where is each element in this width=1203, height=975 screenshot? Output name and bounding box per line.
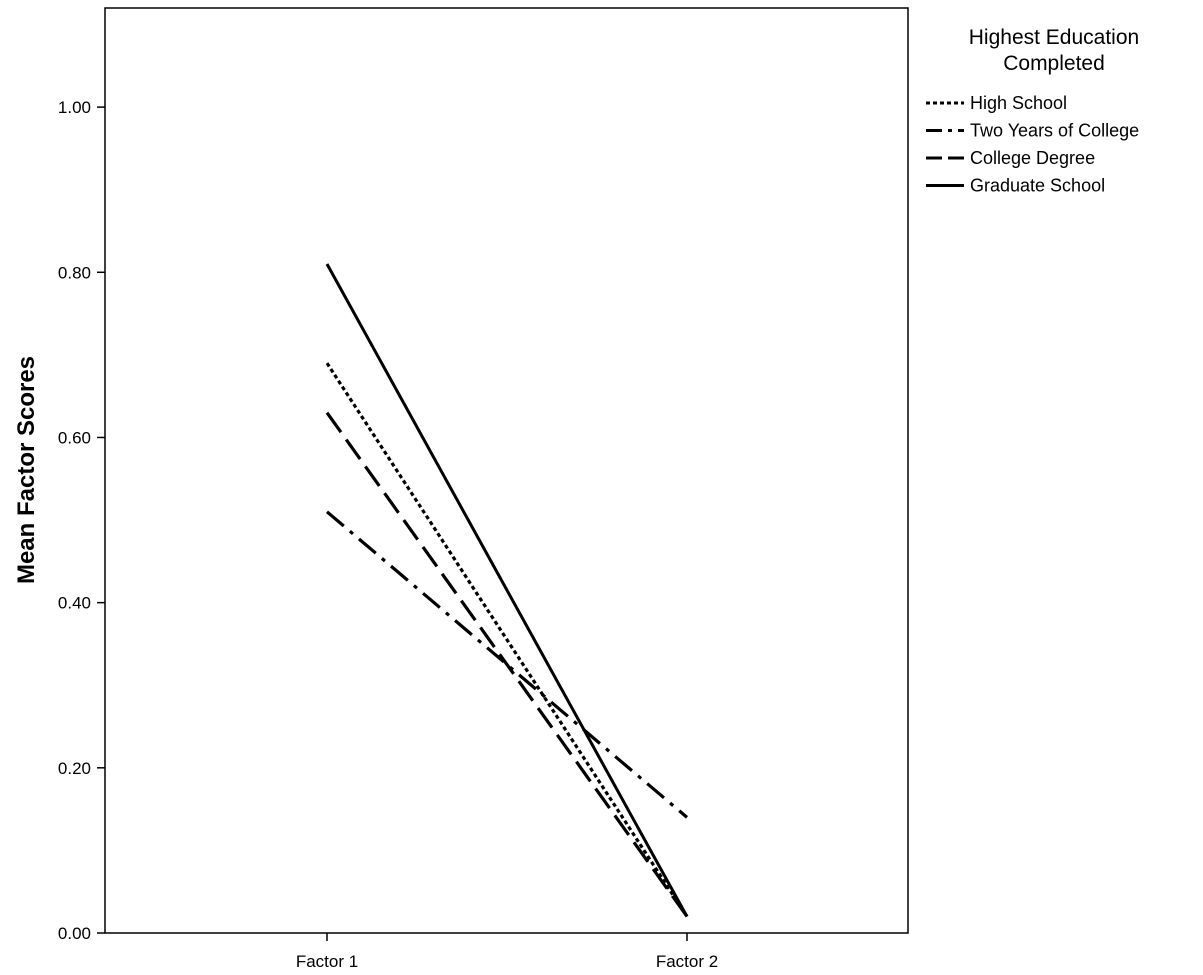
x-tick-label: Factor 2	[656, 952, 718, 971]
y-axis: 0.00 0.20 0.40 0.60 0.80 1.00	[58, 98, 105, 943]
legend: Highest Education Completed High School T…	[926, 26, 1139, 196]
x-axis: Factor 1 Factor 2	[296, 933, 718, 971]
legend-title-line-1: Highest Education	[969, 26, 1139, 49]
legend-label-two-years-of-college: Two Years of College	[970, 121, 1139, 141]
y-tick-label: 0.60	[58, 428, 91, 447]
legend-items: High School Two Years of College College D…	[926, 93, 1139, 196]
y-tick-label: 0.80	[58, 263, 91, 282]
y-tick-label: 0.40	[58, 594, 91, 613]
series-line-two-years-of-college	[325, 510, 689, 819]
legend-title-line-2: Completed	[1003, 52, 1105, 75]
series-lines	[325, 263, 689, 918]
series-line-high-school	[325, 362, 689, 918]
legend-label-graduate-school: Graduate School	[970, 176, 1105, 196]
y-tick-label: 1.00	[58, 98, 91, 117]
series-line-graduate-school	[325, 263, 689, 918]
y-tick-label: 0.00	[58, 924, 91, 943]
y-tick-label: 0.20	[58, 759, 91, 778]
x-tick-label: Factor 1	[296, 952, 358, 971]
plot-frame	[104, 7, 909, 934]
legend-label-high-school: High School	[970, 93, 1067, 113]
legend-label-college-degree: College Degree	[970, 148, 1095, 168]
series-line-college-degree	[325, 411, 689, 918]
y-axis-title: Mean Factor Scores	[13, 356, 40, 584]
